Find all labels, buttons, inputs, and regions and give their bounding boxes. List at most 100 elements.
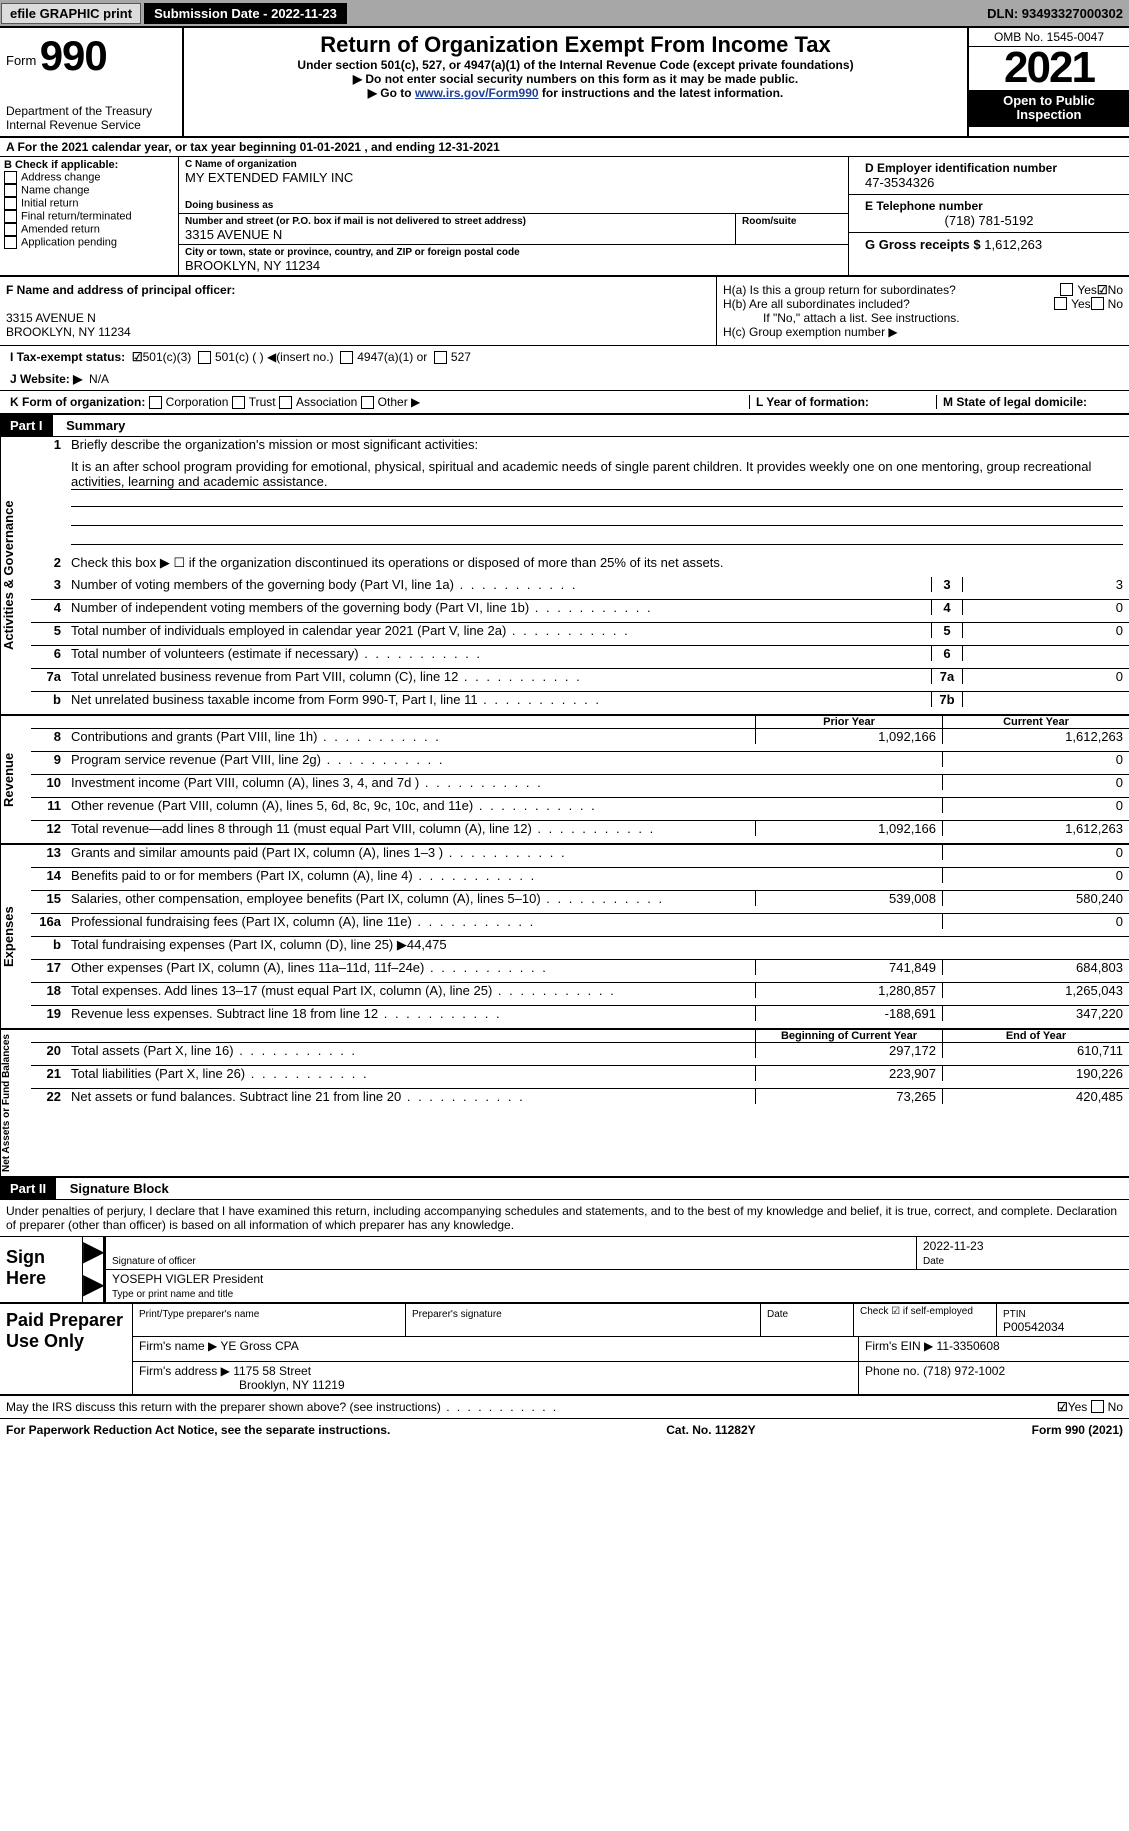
tab-revenue: Revenue	[0, 716, 31, 843]
ha-yes[interactable]	[1060, 283, 1073, 296]
k-ck3[interactable]	[279, 396, 292, 409]
dept-label: Department of the Treasury	[6, 104, 176, 118]
tab-activities: Activities & Governance	[0, 437, 31, 714]
ha-no-check: ☑	[1097, 283, 1108, 297]
pt-date-lbl: Date	[767, 1309, 788, 1320]
num-20: 20	[31, 1043, 67, 1058]
part1-header: Part I Summary	[0, 415, 1129, 437]
print-cell: YOSEPH VIGLER PresidentType or print nam…	[106, 1270, 1129, 1302]
i-lbl: I Tax-exempt status:	[10, 350, 125, 364]
curr-17: 684,803	[942, 960, 1129, 975]
activities-content: 1Briefly describe the organization's mis…	[31, 437, 1129, 714]
curr-11: 0	[942, 798, 1129, 813]
ein-lbl: D Employer identification number	[865, 161, 1113, 175]
l4v: 0	[963, 600, 1129, 615]
ck-final[interactable]	[4, 210, 17, 223]
net-block: Net Assets or Fund Balances Beginning of…	[0, 1030, 1129, 1178]
form-number: 990	[40, 32, 107, 79]
i-ck3[interactable]	[340, 351, 353, 364]
col-c: C Name of organization MY EXTENDED FAMIL…	[179, 157, 849, 275]
discuss-yes-check: ☑	[1057, 1400, 1068, 1414]
prior-22: 73,265	[755, 1089, 942, 1104]
gross-val: 1,612,263	[984, 237, 1042, 252]
f-lbl: F Name and address of principal officer:	[6, 283, 235, 297]
submission-label: Submission Date - 2022-11-23	[144, 3, 347, 24]
ein-cell: D Employer identification number 47-3534…	[849, 157, 1129, 195]
addr-lbl: Number and street (or P.O. box if mail i…	[185, 216, 729, 227]
pt-sig-lbl: Preparer's signature	[412, 1309, 502, 1320]
line-11: 11Other revenue (Part VIII, column (A), …	[31, 797, 1129, 820]
discuss-no: No	[1108, 1400, 1123, 1414]
i-o1: 501(c)(3)	[143, 350, 192, 364]
expenses-block: Expenses 13Grants and similar amounts pa…	[0, 845, 1129, 1030]
num-9: 9	[31, 752, 67, 767]
line-14: 14Benefits paid to or for members (Part …	[31, 867, 1129, 890]
ha-no-lbl: No	[1108, 283, 1123, 297]
k-l: L Year of formation:	[756, 395, 869, 409]
paid-table: Print/Type preparer's name Preparer's si…	[132, 1304, 1129, 1394]
desc-13: Grants and similar amounts paid (Part IX…	[67, 845, 755, 860]
k-o2: Trust	[249, 395, 276, 409]
header-center: Return of Organization Exempt From Incom…	[184, 28, 967, 136]
l7ad: Total unrelated business revenue from Pa…	[67, 669, 931, 684]
k-ck4[interactable]	[361, 396, 374, 409]
ck-pending[interactable]	[4, 236, 17, 249]
desc-16a: Professional fundraising fees (Part IX, …	[67, 914, 755, 929]
mission: It is an after school program providing …	[71, 459, 1123, 490]
hb-no[interactable]	[1091, 297, 1104, 310]
part2-hdr: Part II	[0, 1178, 56, 1199]
efile-btn[interactable]: efile GRAPHIC print	[1, 3, 141, 24]
net-col-header: Beginning of Current Year End of Year	[31, 1030, 1129, 1042]
form-subtitle: Under section 501(c), 527, or 4947(a)(1)…	[192, 58, 959, 72]
curr-21: 190,226	[942, 1066, 1129, 1081]
opt-initial: Initial return	[21, 197, 78, 209]
row-k: K Form of organization: Corporation Trus…	[0, 391, 1129, 415]
ck-initial[interactable]	[4, 197, 17, 210]
hb-yes[interactable]	[1054, 297, 1067, 310]
open-inspection: Open to Public Inspection	[969, 90, 1129, 127]
revenue-content: Prior Year Current Year 8Contributions a…	[31, 716, 1129, 843]
ck-address[interactable]	[4, 171, 17, 184]
tax-year: 2021	[969, 43, 1129, 94]
num-13: 13	[31, 845, 67, 860]
row-i: I Tax-exempt status: ☑ 501(c)(3) 501(c) …	[0, 346, 1129, 368]
print-name: YOSEPH VIGLER President	[112, 1272, 263, 1286]
opt-address: Address change	[21, 171, 101, 183]
f-box: F Name and address of principal officer:…	[0, 277, 717, 345]
num-21: 21	[31, 1066, 67, 1081]
desc-20: Total assets (Part X, line 16)	[67, 1043, 755, 1058]
paid-lbl: Paid Preparer Use Only	[0, 1304, 132, 1394]
l5v: 0	[963, 623, 1129, 638]
expenses-content: 13Grants and similar amounts paid (Part …	[31, 845, 1129, 1028]
k-o4: Other ▶	[378, 395, 421, 409]
i-ck4[interactable]	[434, 351, 447, 364]
hc-lbl: H(c) Group exemption number ▶	[723, 325, 1123, 339]
k-ck1[interactable]	[149, 396, 162, 409]
curr-20: 610,711	[942, 1043, 1129, 1058]
discuss-no-ck[interactable]	[1091, 1400, 1104, 1413]
street-addr: 3315 AVENUE N	[185, 227, 729, 242]
desc-10: Investment income (Part VIII, column (A)…	[67, 775, 755, 790]
part2-header: Part II Signature Block	[0, 1178, 1129, 1200]
line-b: bTotal fundraising expenses (Part IX, co…	[31, 936, 1129, 959]
i-ck2[interactable]	[198, 351, 211, 364]
curr-8: 1,612,263	[942, 729, 1129, 744]
col-d: D Employer identification number 47-3534…	[849, 157, 1129, 275]
tel-lbl: E Telephone number	[865, 199, 1113, 213]
addr-row: Number and street (or P.O. box if mail i…	[179, 214, 848, 245]
city-row: City or town, state or province, country…	[179, 245, 848, 275]
curr-9: 0	[942, 752, 1129, 767]
desc-11: Other revenue (Part VIII, column (A), li…	[67, 798, 755, 813]
irs-link[interactable]: www.irs.gov/Form990	[415, 86, 539, 100]
eoy-hdr: End of Year	[942, 1030, 1129, 1042]
dln-label: DLN: 93493327000302	[987, 6, 1129, 21]
part2-title: Signature Block	[60, 1181, 169, 1196]
current-hdr: Current Year	[942, 716, 1129, 728]
paid-block: Paid Preparer Use Only Print/Type prepar…	[0, 1304, 1129, 1396]
ck-amended[interactable]	[4, 223, 17, 236]
desc-22: Net assets or fund balances. Subtract li…	[67, 1089, 755, 1104]
k-ck2[interactable]	[232, 396, 245, 409]
num-18: 18	[31, 983, 67, 998]
city-val: BROOKLYN, NY 11234	[185, 258, 842, 273]
ck-name[interactable]	[4, 184, 17, 197]
